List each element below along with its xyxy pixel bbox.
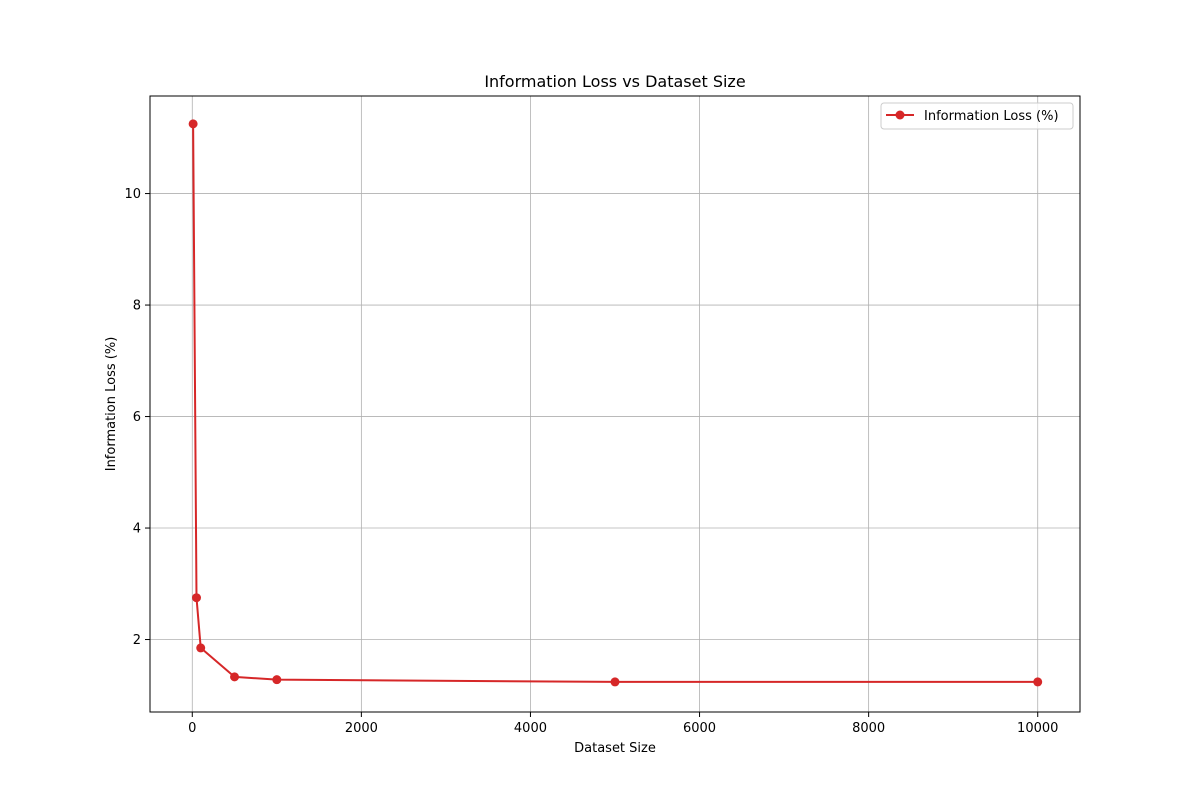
data-point xyxy=(1033,677,1043,687)
data-point xyxy=(272,675,282,685)
y-axis-ticks: 2 4 6 8 10 xyxy=(124,187,150,648)
legend-series-label: Information Loss (%) xyxy=(924,109,1059,124)
grid-lines xyxy=(150,96,1080,712)
chart-title: Information Loss vs Dataset Size xyxy=(484,72,745,91)
x-tick-label: 6000 xyxy=(683,721,716,736)
x-tick-label: 10000 xyxy=(1017,721,1058,736)
data-point xyxy=(192,593,201,603)
x-tick-label: 2000 xyxy=(345,721,378,736)
data-point xyxy=(188,119,198,129)
legend-series-marker xyxy=(895,110,905,120)
plot-area-frame xyxy=(149,95,1081,713)
x-tick-label: 8000 xyxy=(852,721,885,736)
data-point xyxy=(196,643,206,653)
y-tick-label: 10 xyxy=(124,187,141,202)
legend: Information Loss (%) xyxy=(880,102,1074,130)
x-tick-label: 4000 xyxy=(514,721,547,736)
x-axis-label: Dataset Size xyxy=(574,741,656,756)
legend-box xyxy=(880,102,1074,130)
x-axis-ticks: 0 2000 4000 6000 8000 10000 xyxy=(188,712,1058,736)
data-point xyxy=(230,672,240,682)
data-point xyxy=(610,677,620,687)
y-tick-label: 8 xyxy=(133,299,141,314)
series-layer xyxy=(188,119,1043,687)
y-axis-label: Information Loss (%) xyxy=(104,337,119,472)
y-tick-label: 4 xyxy=(133,522,141,537)
y-tick-label: 6 xyxy=(133,410,141,425)
y-tick-label: 2 xyxy=(133,633,141,648)
x-tick-label: 0 xyxy=(188,721,196,736)
